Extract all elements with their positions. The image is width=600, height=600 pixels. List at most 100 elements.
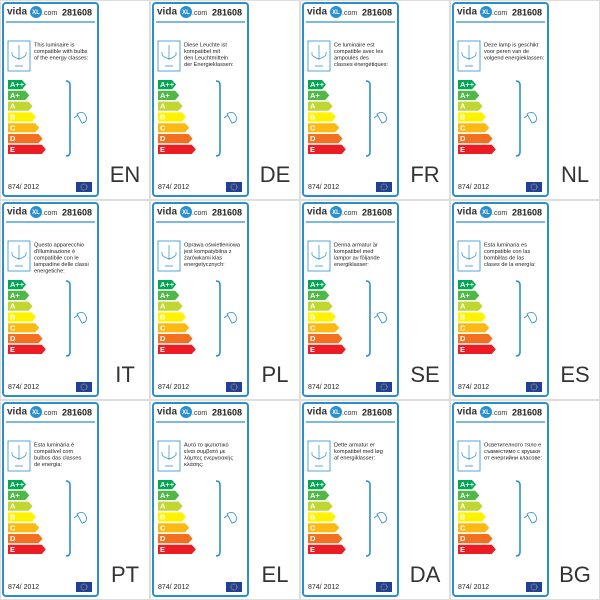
class-label: A [460, 102, 466, 111]
eu-flag [526, 582, 542, 592]
lamp-icon [161, 445, 177, 467]
logo-circle [330, 206, 342, 218]
class-arrow [308, 323, 340, 333]
logo-circle [180, 406, 192, 418]
description-line: compatible con las [484, 249, 531, 255]
cell-border [150, 0, 300, 200]
class-label: C [460, 523, 466, 532]
logo-mark: XL [332, 10, 340, 16]
class-arrow [458, 534, 493, 544]
class-label: A [460, 502, 466, 511]
class-arrow [158, 534, 193, 544]
class-label: E [460, 145, 465, 154]
class-arrow [158, 501, 183, 511]
class-arrow [308, 501, 333, 511]
regulation: 874/ 2012 [458, 184, 489, 191]
description-line: jest kompatybilna z [183, 249, 232, 255]
class-label: D [310, 134, 316, 143]
description-line: volgend energieklassen: [484, 55, 545, 61]
description-line: είναι συμβατό με [184, 448, 226, 455]
class-arrow [458, 80, 476, 90]
eu-stars [530, 383, 538, 391]
language-code: EN [110, 162, 141, 187]
class-arrow [458, 301, 483, 311]
description-line: Dette armatur er [334, 442, 375, 448]
class-label: A+ [310, 91, 320, 100]
class-label: A++ [160, 80, 175, 89]
eu-flag [226, 182, 242, 192]
language-code: BG [559, 562, 591, 587]
logo-prefix: vida [7, 7, 27, 18]
bulb-icon [523, 112, 537, 124]
description-line: classes énergétiques: [334, 62, 389, 68]
class-arrow [158, 480, 176, 490]
energy-label-cell: vida XL .com 281608 Denna armatur ärkompatib… [300, 200, 450, 400]
lamp-icon [311, 445, 327, 467]
description-line: de energia: [34, 462, 62, 468]
class-arrow [8, 523, 40, 533]
logo-circle [480, 206, 492, 218]
description-line: energetiche: [34, 268, 65, 274]
class-label: A++ [160, 280, 175, 289]
class-arrow [158, 123, 190, 133]
logo-prefix: vida [7, 207, 27, 218]
energy-label-cell: vida XL .com 281608 Dette armatur erkompatib… [300, 400, 450, 600]
regulation: 874/ 2012 [458, 584, 489, 591]
energy-label-cell: vida XL .com 281608 Deze lamp is geschiktvoo… [450, 0, 600, 200]
class-label: A+ [160, 491, 170, 500]
class-label: A++ [160, 480, 175, 489]
eu-flag [226, 582, 242, 592]
logo-suffix: .com [192, 10, 207, 17]
class-label: E [160, 545, 165, 554]
eu-stars [380, 583, 388, 591]
class-arrow [458, 344, 496, 354]
class-label: D [310, 334, 316, 343]
description-line: of the energy classes: [34, 55, 89, 61]
class-label: A+ [160, 91, 170, 100]
class-arrow [158, 144, 196, 154]
description-line: bombillas de las [484, 255, 524, 261]
description-line: Осветителното тяло е [484, 442, 541, 448]
lamp-icon [11, 45, 27, 67]
class-arrow [158, 112, 186, 122]
bulb-icon [73, 312, 87, 324]
product-number: 281608 [62, 207, 92, 217]
language-code: FR [410, 162, 439, 187]
class-bracket [515, 80, 521, 157]
bulb-icon [73, 112, 87, 124]
regulation: 874/ 2012 [158, 384, 189, 391]
class-arrow [8, 312, 36, 322]
logo-suffix: .com [42, 210, 57, 217]
cell-border [150, 200, 300, 400]
description-line: energiklasser: [334, 262, 369, 268]
description-line: kompatibel med [334, 249, 374, 255]
language-code: ES [560, 362, 589, 387]
class-arrow [158, 301, 183, 311]
class-arrow [308, 90, 330, 100]
class-arrow [8, 101, 33, 111]
class-label: C [160, 323, 166, 332]
class-arrow [458, 323, 490, 333]
description-line: Denna armatur är [334, 242, 378, 248]
eu-flag [76, 582, 92, 592]
class-label: C [10, 323, 16, 332]
logo-suffix: .com [192, 410, 207, 417]
class-arrow [308, 490, 330, 500]
class-arrow [8, 290, 30, 300]
eu-flag [76, 382, 92, 392]
class-label: A+ [310, 491, 320, 500]
class-arrow [158, 544, 196, 554]
logo-circle [30, 206, 42, 218]
class-label: E [310, 345, 315, 354]
product-number: 281608 [212, 407, 242, 417]
language-code: PT [111, 562, 139, 587]
class-arrow [308, 80, 326, 90]
logo-prefix: vida [7, 407, 27, 418]
bulb-icon [523, 312, 537, 324]
description-line: kompatibel med løg [334, 449, 383, 455]
class-arrow [158, 490, 180, 500]
class-bracket [65, 480, 71, 557]
class-label: A+ [460, 491, 470, 500]
class-arrow [458, 280, 476, 290]
